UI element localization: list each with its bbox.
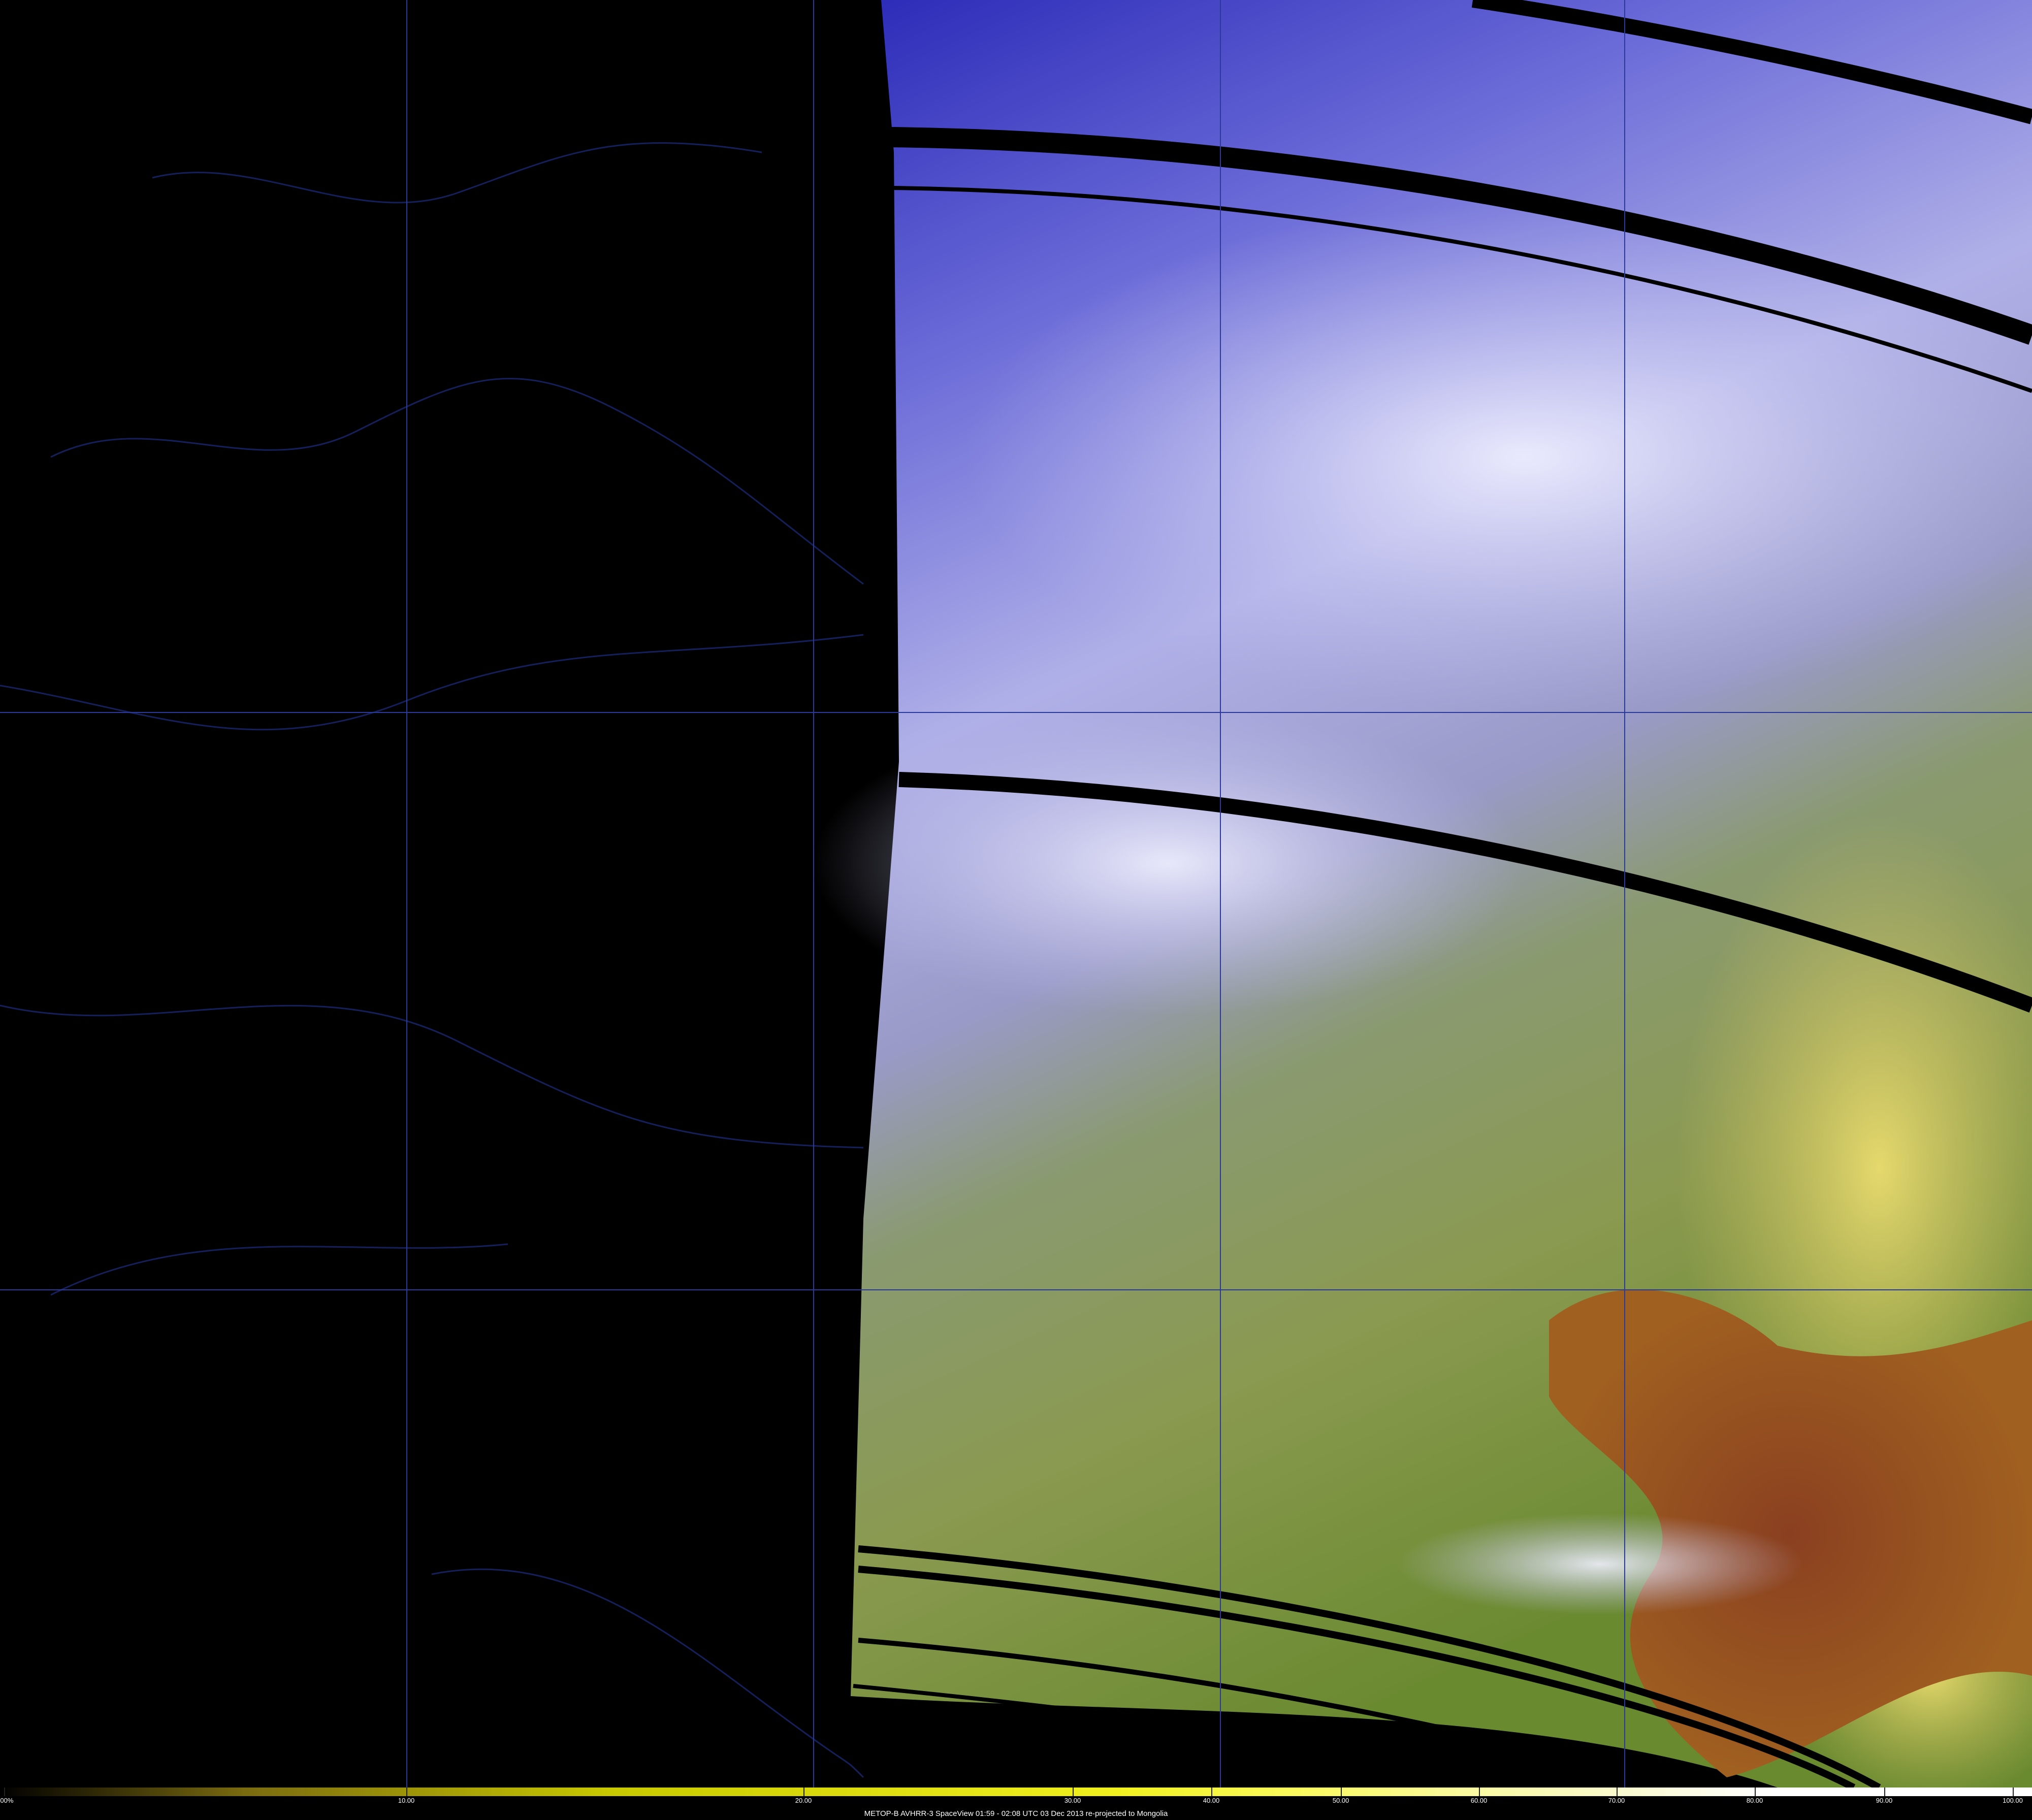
colorbar [0, 1788, 2032, 1796]
colorbar-tick-label: 40.00 [1203, 1797, 1220, 1804]
cloud-mass [813, 711, 1524, 1016]
colorbar-tick-label: 70.00 [1608, 1797, 1625, 1804]
colorbar-tick [406, 1788, 407, 1796]
colorbar-tick-label: 0.00% [0, 1797, 14, 1804]
colorbar-tick [2013, 1788, 2014, 1796]
cloud-mass [1397, 1513, 1803, 1615]
scan-gaps [853, 0, 2032, 1788]
colorbar-tick-label: 10.00 [398, 1797, 415, 1804]
colorbar-tick [1755, 1788, 1756, 1796]
colorbar-tick [1073, 1788, 1074, 1796]
colorbar-tick-label: 80.00 [1746, 1797, 1763, 1804]
colorbar-tick [1617, 1788, 1618, 1796]
colorbar-tick-label: 100.00 [2003, 1797, 2023, 1804]
sea [1549, 1289, 2032, 1777]
colorbar-tick [1211, 1788, 1212, 1796]
image-caption: METOP-B AVHRR-3 SpaceView 01:59 - 02:08 … [864, 1809, 1168, 1818]
colorbar-tick-label: 20.00 [795, 1797, 812, 1804]
colorbar-tick [1479, 1788, 1480, 1796]
cloud-mass [965, 203, 2032, 711]
colorbar-tick-label: 60.00 [1470, 1797, 1488, 1804]
colorbar-tick-label: 50.00 [1332, 1797, 1349, 1804]
colorbar-tick [1884, 1788, 1885, 1796]
colorbar-tick [1341, 1788, 1342, 1796]
colorbar-tick-label: 30.00 [1064, 1797, 1081, 1804]
colorbar-tick [803, 1788, 804, 1796]
colorbar-tick [4, 1788, 5, 1796]
colorbar-tick-label: 90.00 [1876, 1797, 1893, 1804]
